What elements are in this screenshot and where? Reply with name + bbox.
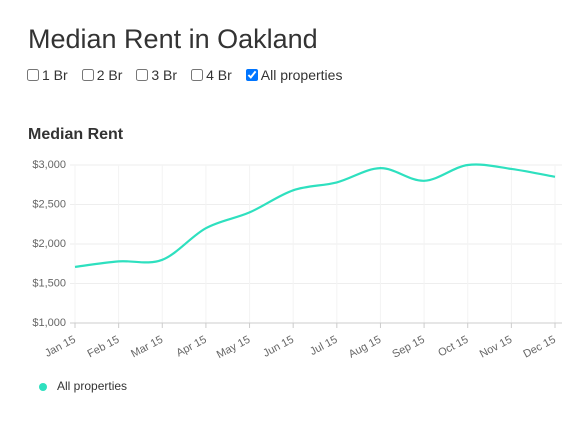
filter-checkbox[interactable] <box>136 69 149 81</box>
filter-option[interactable]: All properties <box>245 67 343 83</box>
legend-label: All properties <box>57 379 127 393</box>
x-tick-label: Aug 15 <box>347 334 383 361</box>
filter-bar: 1 Br 2 Br 3 Br 4 Br All properties <box>27 67 342 83</box>
filter-label[interactable]: 4 Br <box>206 67 232 83</box>
filter-label[interactable]: 1 Br <box>42 67 68 83</box>
filter-label[interactable]: 2 Br <box>96 67 123 83</box>
filter-checkbox[interactable] <box>245 69 258 81</box>
x-tick-label: Oct 15 <box>436 334 470 360</box>
filter-option[interactable]: 2 Br <box>81 67 123 83</box>
y-tick-label: $2,000 <box>32 238 66 250</box>
x-tick-label: Jun 15 <box>261 334 296 360</box>
filter-checkbox[interactable] <box>27 69 39 81</box>
y-tick-label: $2,500 <box>32 198 66 210</box>
line-series <box>74 163 556 269</box>
x-tick-label: May 15 <box>215 334 252 362</box>
legend-marker <box>39 383 47 391</box>
y-tick-label: $3,000 <box>32 159 66 171</box>
x-tick-label: Apr 15 <box>174 334 208 360</box>
chart-title: Median Rent <box>28 126 124 143</box>
x-tick-label: Nov 15 <box>478 334 514 361</box>
filter-checkbox[interactable] <box>81 69 94 81</box>
x-tick-label: Dec 15 <box>521 334 557 361</box>
y-tick-label: $1,500 <box>32 277 66 289</box>
x-tick-label: Jan 15 <box>43 334 78 360</box>
filter-option[interactable]: 4 Br <box>191 67 232 83</box>
y-tick-label: $1,000 <box>32 317 66 329</box>
x-tick-label: Feb 15 <box>86 334 122 361</box>
filter-checkbox[interactable] <box>191 69 204 81</box>
filter-option[interactable]: 3 Br <box>136 67 177 83</box>
x-tick-label: Jul 15 <box>308 334 340 358</box>
filter-label[interactable]: All properties <box>260 67 343 83</box>
x-tick-label: Mar 15 <box>129 334 165 361</box>
filter-label[interactable]: 3 Br <box>151 67 178 83</box>
page-title: Median Rent in Oakland <box>28 24 318 54</box>
x-tick-label: Sep 15 <box>390 334 426 361</box>
filter-option[interactable]: 1 Br <box>27 67 68 83</box>
